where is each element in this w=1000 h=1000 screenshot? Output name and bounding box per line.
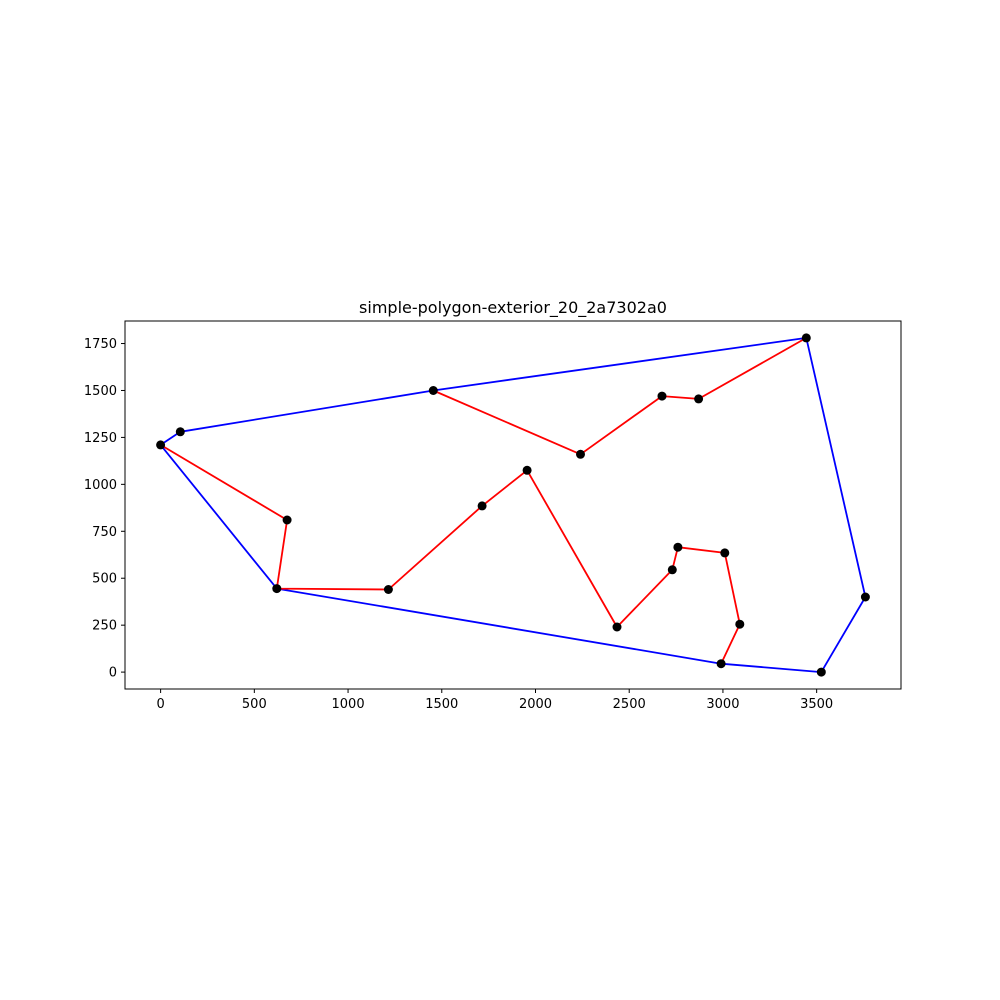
- x-tick-label-6: 3000: [706, 697, 739, 712]
- x-axis: 0 500 1000 1500 2000 2500 3000 3500: [156, 689, 833, 712]
- data-point-9: [716, 659, 726, 669]
- data-point-16: [477, 501, 487, 511]
- y-axis: 0 250 500 750 1000 1250 1500 1750: [84, 337, 125, 681]
- y-tick-label-1: 250: [92, 619, 117, 634]
- data-point-2: [428, 386, 438, 395]
- x-tick-label-3: 1500: [425, 697, 458, 712]
- chart-title: simple-polygon-exterior_20_2a7302a0: [359, 298, 667, 318]
- data-point-11: [720, 548, 730, 558]
- y-tick-label-5: 1250: [84, 431, 117, 446]
- series-layer: [159, 336, 867, 673]
- series-line-1: [432, 337, 807, 456]
- x-tick-label-2: 1000: [332, 697, 365, 712]
- y-tick-label-3: 750: [92, 525, 117, 540]
- x-tick-label-0: 0: [156, 697, 164, 712]
- data-point-10: [735, 619, 745, 629]
- x-tick-label-7: 3500: [800, 697, 833, 712]
- data-point-6: [801, 333, 811, 343]
- x-tick-label-4: 2000: [519, 697, 552, 712]
- y-tick-label-4: 1000: [84, 478, 117, 493]
- y-tick-label-6: 1500: [84, 384, 117, 399]
- series-line-0: [159, 336, 867, 673]
- data-point-18: [272, 584, 282, 594]
- data-point-15: [522, 465, 532, 475]
- data-point-1: [175, 427, 185, 437]
- data-point-13: [667, 565, 677, 575]
- data-point-12: [673, 542, 683, 552]
- data-point-8: [816, 667, 826, 677]
- y-tick-label-7: 1750: [84, 337, 117, 352]
- series-line-2: [160, 444, 741, 665]
- points-layer: [156, 333, 870, 677]
- axes-frame: [124, 320, 902, 690]
- data-point-7: [860, 592, 870, 602]
- data-point-0: [156, 440, 166, 450]
- x-tick-label-1: 500: [242, 697, 267, 712]
- data-point-19: [282, 515, 292, 525]
- data-point-3: [576, 449, 585, 459]
- data-point-4: [657, 391, 667, 401]
- data-point-5: [694, 394, 704, 404]
- data-point-14: [612, 622, 622, 632]
- x-tick-label-5: 2500: [613, 697, 646, 712]
- data-point-17: [383, 585, 393, 594]
- y-tick-label-0: 0: [109, 666, 117, 681]
- y-tick-label-2: 500: [92, 572, 117, 587]
